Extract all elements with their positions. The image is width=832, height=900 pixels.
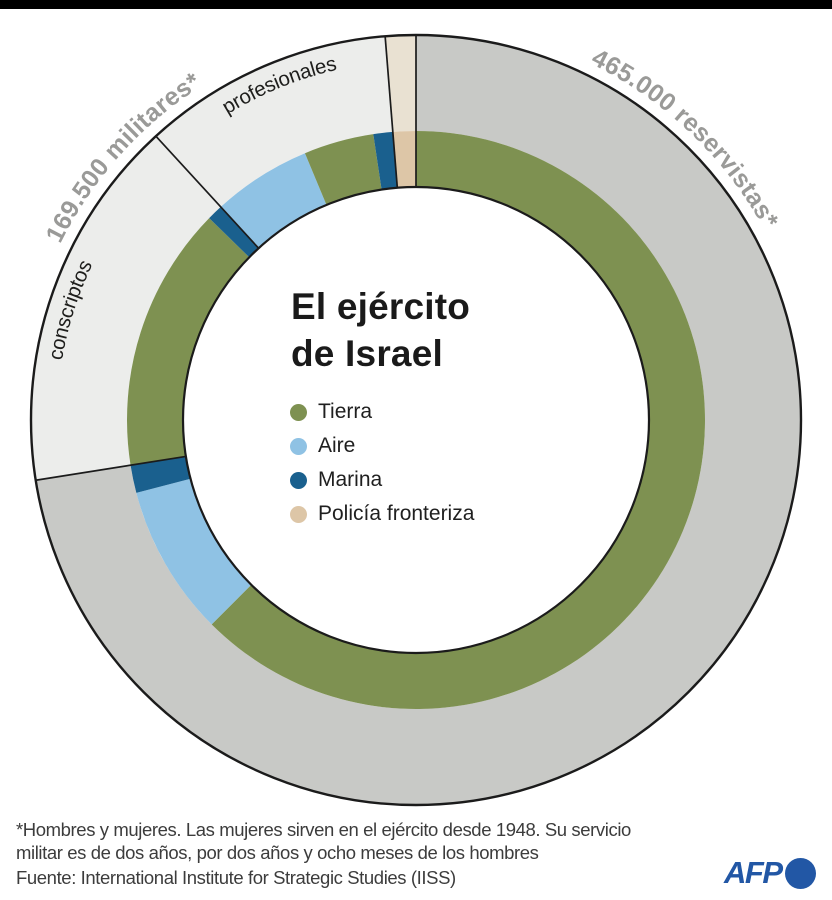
legend-swatch-marina xyxy=(290,471,307,489)
afp-logo-text: AFP xyxy=(724,855,783,890)
segment-divider-line xyxy=(155,135,260,249)
top-bar xyxy=(0,0,832,9)
legend-label-policia: Policía fronteriza xyxy=(318,502,475,525)
legend-item-marina: Marina xyxy=(290,468,474,492)
legend-label-aire: Aire xyxy=(318,434,356,457)
inner-ring-segment-profesionales-marina xyxy=(373,131,398,190)
legend-swatch-tierra xyxy=(290,403,307,421)
footnote: *Hombres y mujeres. Las mujeres sirven e… xyxy=(16,819,631,863)
inner-ring-segment-reservistas-tierra xyxy=(211,131,705,709)
legend-item-policia: Policía fronteriza xyxy=(290,502,474,526)
source-line: Fuente: International Institute for Stra… xyxy=(16,867,456,888)
legend-swatch-policia xyxy=(290,505,307,523)
chart-title-line1: El ejército xyxy=(291,286,471,327)
outer-ring-segment-conscriptos xyxy=(30,136,221,481)
legend-item-tierra: Tierra xyxy=(290,400,474,424)
legend-label-tierra: Tierra xyxy=(318,400,373,423)
inner-ring-segment-reservistas-aire xyxy=(136,478,252,625)
inner-ring-segment-conscriptos-marina xyxy=(209,206,259,258)
legend-swatch-aire xyxy=(290,437,307,455)
outer-ring-outline xyxy=(29,33,803,807)
inner-ring-segment-profesionales-tierra xyxy=(304,134,382,205)
outer-ring-segment-profesionales xyxy=(155,36,393,207)
segment-divider-line xyxy=(384,36,399,188)
chart-title-line2: de Israel xyxy=(291,333,443,374)
segment-divider-line xyxy=(35,455,187,482)
inner-circle-outline xyxy=(181,185,651,655)
outer-ring-segment-policia-fronteriza xyxy=(385,35,416,132)
inner-ring-segment-policia-fronteriza-policia xyxy=(392,131,416,188)
inner-ring-segment-conscriptos-tierra xyxy=(127,218,250,466)
afp-logo: AFP xyxy=(724,855,816,891)
legend: Tierra Aire Marina Policía fronteriza xyxy=(290,400,474,536)
legend-item-aire: Aire xyxy=(290,434,474,458)
inner-ring-segment-reservistas-marina xyxy=(130,456,191,493)
afp-logo-circle xyxy=(784,857,816,889)
inner-ring-segment-profesionales-aire xyxy=(220,153,327,249)
legend-label-marina: Marina xyxy=(318,468,383,491)
chart-title: El ejército de Israel xyxy=(291,283,470,377)
